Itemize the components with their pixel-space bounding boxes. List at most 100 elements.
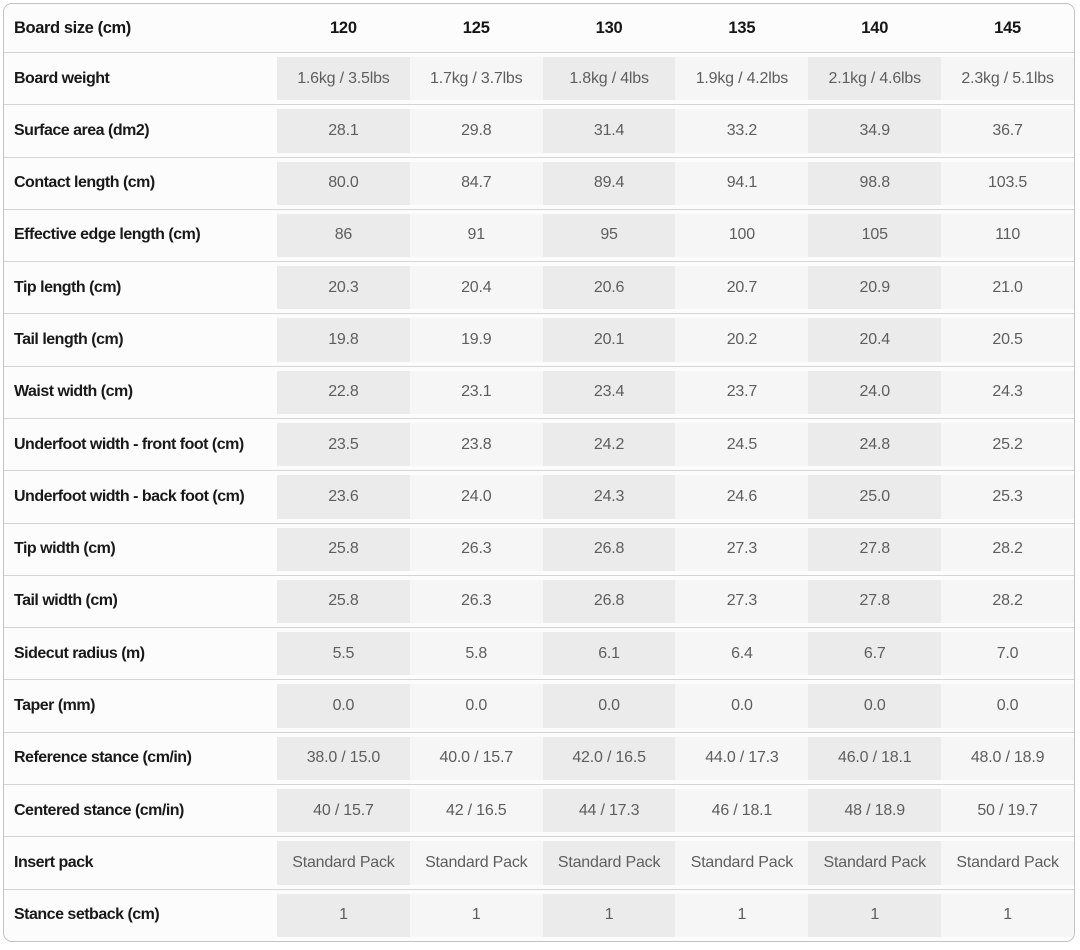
- spec-table-grid: Board size (cm) 120 125 130 135 140 145 …: [4, 4, 1074, 941]
- cell-value: 1: [277, 888, 410, 942]
- cell-value: 48 / 18.9: [808, 783, 942, 836]
- spec-row: Taper (mm) 0.0 0.0 0.0 0.0 0.0 0.0: [4, 679, 1074, 731]
- spec-row: Board weight 1.6kg / 3.5lbs 1.7kg / 3.7lbs…: [4, 52, 1074, 104]
- header-size-120: 120: [277, 4, 410, 52]
- cell-value: 24.3: [542, 470, 676, 522]
- row-label: Underfoot width - front foot (cm): [4, 417, 277, 470]
- spec-table-body: Board weight 1.6kg / 3.5lbs 1.7kg / 3.7lbs…: [4, 52, 1074, 941]
- cell-value: 105: [808, 208, 942, 261]
- cell-value: 25.2: [941, 417, 1074, 470]
- cell-value: 7.0: [941, 627, 1074, 679]
- row-label: Insert pack: [4, 836, 277, 888]
- cell-value: 20.4: [808, 313, 942, 365]
- row-label: Taper (mm): [4, 679, 277, 731]
- cell-value: 91: [409, 208, 543, 261]
- row-label: Tail width (cm): [4, 574, 277, 627]
- row-label: Effective edge length (cm): [4, 208, 277, 261]
- cell-value: 1: [542, 888, 676, 942]
- cell-value: 80.0: [277, 156, 410, 209]
- cell-value: 94.1: [675, 156, 809, 209]
- spec-row: Tail length (cm) 19.8 19.9 20.1 20.2 20.4 20.5: [4, 313, 1074, 365]
- cell-value: 20.1: [542, 313, 676, 365]
- cell-value: 23.5: [277, 417, 410, 470]
- cell-value: 0.0: [409, 679, 543, 731]
- cell-value: 24.6: [675, 470, 809, 522]
- row-label: Stance setback (cm): [4, 888, 277, 942]
- cell-value: 1.9kg / 4.2lbs: [675, 52, 809, 104]
- cell-value: 31.4: [542, 104, 676, 156]
- cell-value: 33.2: [675, 104, 809, 156]
- cell-value: 20.7: [675, 261, 809, 313]
- cell-value: 1: [675, 888, 809, 942]
- cell-value: 27.3: [675, 522, 809, 575]
- cell-value: 24.0: [409, 470, 543, 522]
- cell-value: 42.0 / 16.5: [542, 731, 676, 784]
- cell-value: 5.5: [277, 627, 410, 679]
- spec-row: Effective edge length (cm) 86 91 95 100 105 11…: [4, 208, 1074, 261]
- cell-value: 1: [409, 888, 543, 942]
- cell-value: 34.9: [808, 104, 942, 156]
- cell-value: 1: [808, 888, 942, 942]
- cell-value: 29.8: [409, 104, 543, 156]
- cell-value: 25.8: [277, 522, 410, 575]
- header-size-145: 145: [941, 4, 1074, 52]
- cell-value: 42 / 16.5: [409, 783, 543, 836]
- cell-value: 1.6kg / 3.5lbs: [277, 52, 410, 104]
- cell-value: 89.4: [542, 156, 676, 209]
- cell-value: 28.2: [941, 574, 1074, 627]
- spec-row: Centered stance (cm/in) 40 / 15.7 42 / 16.…: [4, 783, 1074, 836]
- cell-value: 23.8: [409, 417, 543, 470]
- cell-value: 20.5: [941, 313, 1074, 365]
- spec-row: Tail width (cm) 25.8 26.3 26.8 27.3 27.8 28.2: [4, 574, 1074, 627]
- cell-value: Standard Pack: [675, 836, 809, 888]
- cell-value: 22.8: [277, 365, 410, 418]
- row-label: Tip length (cm): [4, 261, 277, 313]
- cell-value: 25.3: [941, 470, 1074, 522]
- cell-value: 24.0: [808, 365, 942, 418]
- row-label: Board weight: [4, 52, 277, 104]
- cell-value: 24.3: [941, 365, 1074, 418]
- cell-value: 25.0: [808, 470, 942, 522]
- row-label: Waist width (cm): [4, 365, 277, 418]
- cell-value: 40 / 15.7: [277, 783, 410, 836]
- cell-value: 0.0: [675, 679, 809, 731]
- cell-value: 44 / 17.3: [542, 783, 676, 836]
- row-label: Tail length (cm): [4, 313, 277, 365]
- cell-value: 25.8: [277, 574, 410, 627]
- cell-value: 48.0 / 18.9: [941, 731, 1074, 784]
- cell-value: 26.3: [409, 522, 543, 575]
- cell-value: 24.5: [675, 417, 809, 470]
- spec-table: Board size (cm) 120 125 130 135 140 145 …: [3, 3, 1075, 942]
- cell-value: 24.8: [808, 417, 942, 470]
- cell-value: 40.0 / 15.7: [409, 731, 543, 784]
- cell-value: 38.0 / 15.0: [277, 731, 410, 784]
- cell-value: 86: [277, 208, 410, 261]
- cell-value: 110: [941, 208, 1074, 261]
- cell-value: 28.1: [277, 104, 410, 156]
- row-label: Centered stance (cm/in): [4, 783, 277, 836]
- cell-value: 103.5: [941, 156, 1074, 209]
- cell-value: 1: [941, 888, 1074, 942]
- cell-value: 19.8: [277, 313, 410, 365]
- cell-value: Standard Pack: [277, 836, 410, 888]
- spec-row: Sidecut radius (m) 5.5 5.8 6.1 6.4 6.7 7.0: [4, 627, 1074, 679]
- cell-value: 20.2: [675, 313, 809, 365]
- cell-value: Standard Pack: [542, 836, 676, 888]
- cell-value: 23.1: [409, 365, 543, 418]
- cell-value: 95: [542, 208, 676, 261]
- cell-value: 2.1kg / 4.6lbs: [808, 52, 942, 104]
- cell-value: 23.4: [542, 365, 676, 418]
- cell-value: 98.8: [808, 156, 942, 209]
- cell-value: 44.0 / 17.3: [675, 731, 809, 784]
- cell-value: 23.6: [277, 470, 410, 522]
- cell-value: 36.7: [941, 104, 1074, 156]
- cell-value: 1.8kg / 4lbs: [542, 52, 676, 104]
- cell-value: 50 / 19.7: [941, 783, 1074, 836]
- spec-row: Insert pack Standard Pack Standard Pack Sta…: [4, 836, 1074, 888]
- row-label: Tip width (cm): [4, 522, 277, 575]
- cell-value: 20.9: [808, 261, 942, 313]
- header-size-140: 140: [808, 4, 942, 52]
- cell-value: 26.8: [542, 522, 676, 575]
- cell-value: 1.7kg / 3.7lbs: [409, 52, 543, 104]
- header-size-130: 130: [542, 4, 676, 52]
